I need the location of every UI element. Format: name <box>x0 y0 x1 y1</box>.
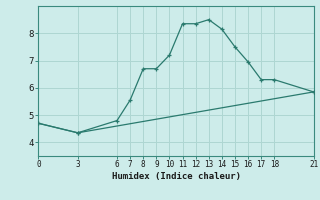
X-axis label: Humidex (Indice chaleur): Humidex (Indice chaleur) <box>111 172 241 181</box>
